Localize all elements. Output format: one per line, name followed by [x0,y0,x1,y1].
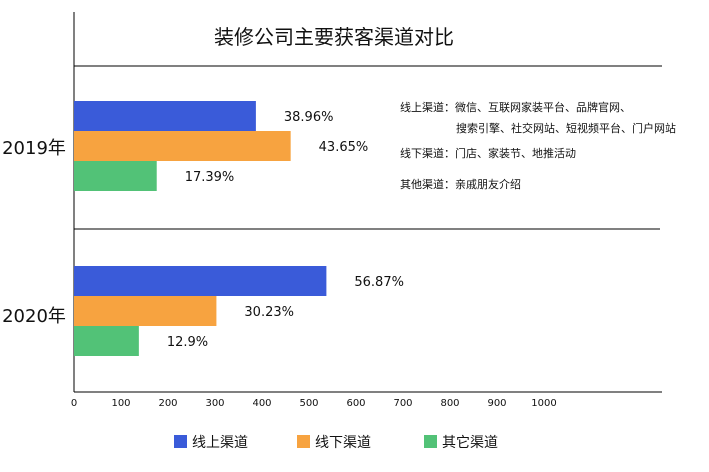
legend: 线上渠道 线下渠道 其它渠道 [174,434,498,451]
annotation-online-1: 线上渠道：微信、互联网家装平台、品牌官网、 [400,100,631,114]
bar-1-2 [74,131,291,161]
x-tick-label: 0 [71,398,77,409]
bar-1-3 [74,161,157,191]
x-tick-label: 900 [487,398,506,409]
x-tick-label: 800 [440,398,459,409]
bar-value-label: 56.87% [354,275,404,290]
category-label-2020: 2020年 [2,306,66,327]
category-label-2019: 2019年 [2,138,66,159]
legend-swatch [297,435,310,448]
x-tick-label: 400 [252,398,271,409]
legend-swatch [424,435,437,448]
bar-2-2 [74,296,217,326]
x-tick-label: 500 [299,398,318,409]
bar-value-label: 30.23% [244,305,294,320]
x-tick-label: 200 [158,398,177,409]
x-tick-label: 700 [393,398,412,409]
annotation-offline: 线下渠道：门店、家装节、地推活动 [400,146,576,160]
x-tick-label: 100 [111,398,130,409]
bar-value-label: 17.39% [185,170,235,185]
bar-value-label: 38.96% [284,110,334,125]
bars-layer: 38.96% 43.65% 17.39% 56.87% 30.23% 12.9% [74,101,404,356]
legend-label: 线上渠道 [192,435,248,451]
legend-label: 其它渠道 [442,434,498,451]
annotation-online-2: 搜索引擎、社交网站、短视频平台、门户网站 [456,121,676,135]
bar-2-1 [74,266,327,296]
x-tick-label: 600 [346,398,365,409]
x-tick-label: 1000 [531,398,556,409]
bar-1-1 [74,101,256,131]
legend-swatch [174,435,187,448]
bar-2-3 [74,326,139,356]
bar-value-label: 12.9% [167,335,208,350]
annotation-other: 其他渠道：亲戚朋友介绍 [400,177,521,191]
chart-title: 装修公司主要获客渠道对比 [214,25,454,49]
legend-label: 线下渠道 [315,435,371,451]
bar-value-label: 43.65% [319,140,369,155]
x-axis-ticks: 0 100 200 300 400 500 600 700 800 900 1000 [71,398,557,409]
x-tick-label: 300 [205,398,224,409]
